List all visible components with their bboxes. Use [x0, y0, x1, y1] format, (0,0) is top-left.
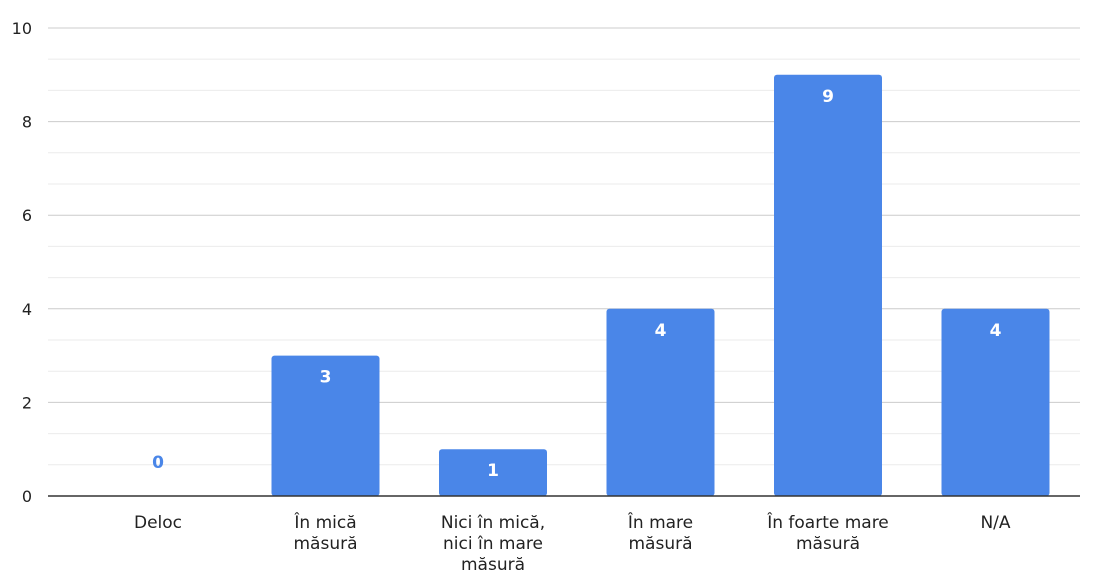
bar-value-label: 9	[822, 87, 834, 107]
bar	[941, 308, 1050, 496]
y-tick-label: 10	[12, 19, 32, 38]
bars	[271, 74, 1050, 497]
x-category-label: N/A	[980, 513, 1010, 533]
bar	[439, 449, 547, 496]
bar-value-label: 4	[655, 321, 667, 341]
y-tick-label: 4	[22, 300, 32, 319]
bar-value-label: 3	[320, 368, 332, 388]
grid-lines	[48, 27, 1080, 466]
x-category-label: În mare măsură	[627, 511, 693, 554]
bar-value-label: 4	[990, 321, 1002, 341]
x-category-label: În foarte mare măsură	[766, 511, 889, 554]
x-category-label: În mică măsură	[293, 511, 357, 554]
bar	[271, 355, 380, 496]
bar	[774, 74, 882, 497]
bar-value-label: 0	[152, 453, 164, 473]
y-tick-label: 2	[22, 393, 32, 412]
y-tick-label: 6	[22, 206, 32, 225]
x-category-label: Deloc	[134, 513, 182, 533]
bar	[606, 308, 715, 496]
bar-value-label: 1	[487, 461, 499, 481]
y-tick-label: 8	[22, 113, 32, 132]
y-tick-label: 0	[22, 487, 32, 506]
x-category-label: Nici în mică, nici în mare măsură	[441, 513, 545, 575]
